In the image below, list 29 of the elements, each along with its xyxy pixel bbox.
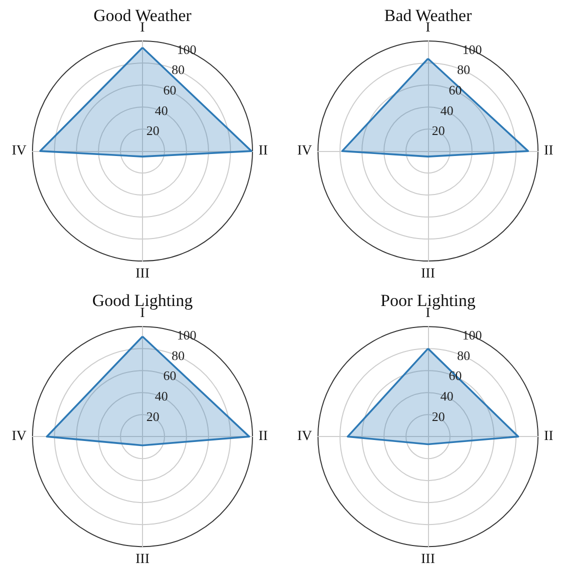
spoke-label: IV [12, 429, 26, 444]
y-tick-label: 20 [432, 123, 445, 138]
y-tick-label: 20 [146, 408, 160, 424]
spoke-label: IV [297, 144, 312, 159]
spoke-label: II [544, 144, 554, 159]
spoke-label: II [258, 429, 268, 444]
y-tick-label: 60 [448, 82, 462, 98]
spoke-label: II [544, 429, 554, 444]
y-tick-label: 20 [432, 408, 445, 424]
y-tick-label: 80 [457, 62, 470, 78]
y-tick-label: 60 [163, 82, 176, 98]
y-tick-label: 40 [440, 102, 454, 118]
y-tick-label: 80 [172, 62, 185, 78]
y-tick-label: 40 [154, 102, 168, 118]
spoke-label: IV [297, 429, 312, 444]
spoke-label: IV [12, 144, 26, 159]
spoke-label: III [136, 552, 150, 568]
y-tick-label: 80 [172, 348, 185, 363]
y-tick-label: 40 [154, 388, 168, 404]
spoke-label: III [136, 266, 150, 282]
y-tick-label: 40 [440, 388, 454, 404]
y-tick-label: 60 [163, 368, 176, 384]
spoke-label: III [421, 266, 436, 282]
spoke-label: I [426, 20, 431, 36]
y-tick-label: 80 [457, 348, 470, 363]
spoke-label: III [421, 552, 436, 568]
spoke-label: II [258, 144, 268, 159]
spoke-label: I [140, 20, 146, 36]
y-tick-label: 20 [146, 123, 160, 138]
